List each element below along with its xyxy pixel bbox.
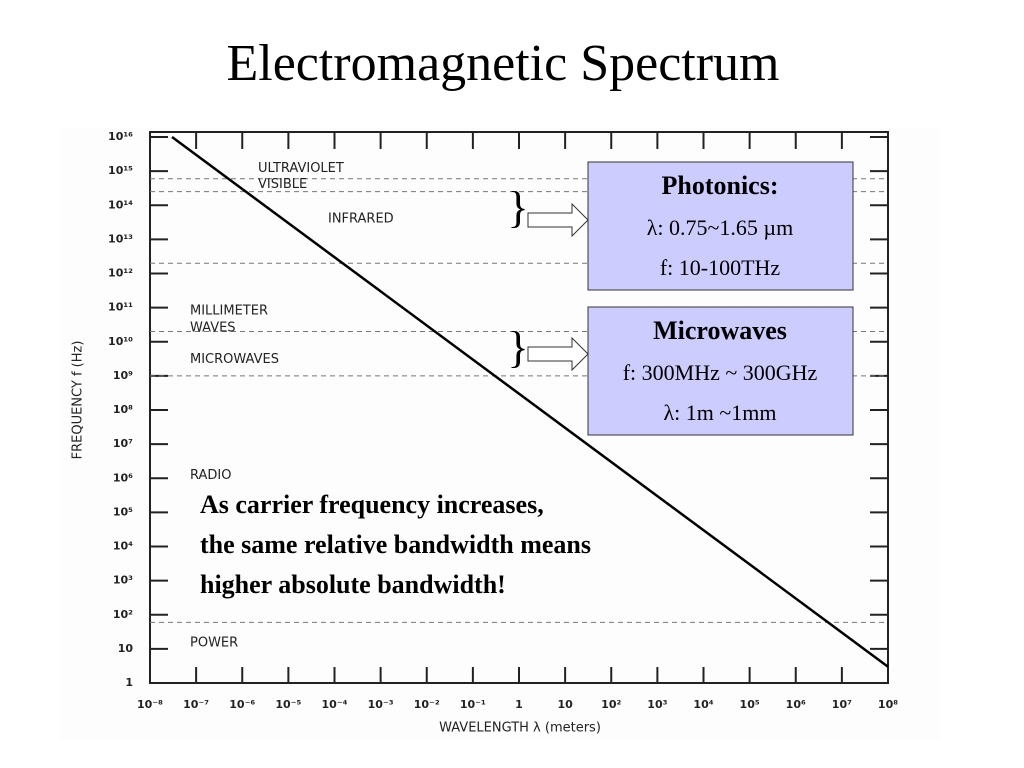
brace: } (507, 323, 528, 372)
x-tick-label: 10² (601, 698, 621, 711)
y-tick-label: 10³ (113, 574, 133, 587)
callout-line: λ: 0.75~1.65 µm (647, 215, 793, 240)
y-tick-label: 10⁷ (113, 437, 133, 450)
callout-line: f: 10-100THz (660, 255, 781, 280)
x-tick-label: 10⁸ (878, 698, 898, 711)
x-tick-label: 10⁶ (786, 698, 806, 711)
y-tick-label: 10⁴ (113, 540, 133, 553)
x-tick-label: 10⁻⁸ (137, 698, 163, 711)
spectrum-line (171, 135, 889, 668)
callout-box (587, 161, 854, 291)
x-tick-label: 1 (515, 698, 523, 711)
y-tick-label: 10⁶ (113, 471, 133, 484)
note-line: higher absolute bandwidth! (200, 570, 506, 599)
y-tick-label: 1 (125, 676, 133, 689)
x-tick-label: 10⁻² (414, 698, 440, 711)
y-tick-label: 10⁹ (113, 369, 133, 382)
y-tick-label: 10¹² (108, 267, 133, 280)
band-label: POWER (190, 635, 238, 650)
note-line: the same relative bandwidth means (200, 530, 591, 559)
x-tick-label: 10⁻⁴ (322, 698, 348, 711)
callout-heading: Microwaves (653, 316, 787, 345)
band-label: VISIBLE (258, 177, 307, 192)
x-tick-label: 10⁵ (740, 698, 760, 711)
callout-line: f: 300MHz ~ 300GHz (623, 360, 818, 385)
x-tick-label: 10⁻⁵ (275, 698, 301, 711)
y-tick-label: 10⁸ (113, 403, 133, 416)
arrow (527, 336, 589, 372)
y-tick-label: 10⁵ (113, 505, 133, 518)
y-tick-label: 10¹⁰ (108, 335, 133, 348)
y-tick-label: 10¹¹ (108, 301, 133, 314)
brace: } (507, 183, 528, 232)
band-label: RADIO (190, 468, 231, 483)
x-tick-label: 10⁻¹ (460, 698, 486, 711)
x-axis-label: WAVELENGTH λ (meters) (439, 721, 601, 736)
band-label: MILLIMETER (190, 303, 268, 318)
y-tick-label: 10 (118, 642, 134, 655)
x-tick-label: 10 (557, 698, 573, 711)
band-label: ULTRAVIOLET (258, 161, 344, 176)
band-label: INFRARED (328, 211, 394, 226)
callout-box (587, 306, 854, 436)
slide-title: Electromagnetic Spectrum (226, 35, 779, 92)
callout-line: λ: 1m ~1mm (663, 400, 776, 425)
y-tick-label: 10¹⁶ (108, 130, 133, 143)
y-axis-label: FREQUENCY f (Hz) (71, 341, 86, 460)
x-tick-label: 10⁻⁶ (229, 698, 255, 711)
x-tick-label: 10³ (647, 698, 667, 711)
y-tick-label: 10¹³ (108, 232, 133, 245)
callout-heading: Photonics: (662, 171, 779, 200)
x-tick-label: 10⁻³ (368, 698, 394, 711)
callouts: Photonics: λ: 0.75~1.65 µm f: 10-100THz Mic… (200, 171, 818, 599)
band-label: MICROWAVES (190, 352, 279, 367)
band-label: WAVES (190, 321, 236, 336)
plot: 1 10 10² 10³ 10⁴ 10⁵ 10⁶ 10⁷ 10⁸ 10⁹ 10¹⁰ 10¹¹ 10¹² 1… (108, 130, 898, 711)
y-tick-label: 10² (113, 608, 133, 621)
x-tick-label: 10⁻⁷ (183, 698, 209, 711)
y-tick-label: 10¹⁵ (108, 164, 133, 177)
arrow (527, 202, 589, 238)
x-tick-label: 10⁷ (832, 698, 852, 711)
y-tick-label: 10¹⁴ (108, 198, 133, 211)
note-line: As carrier frequency increases, (200, 490, 544, 519)
x-tick-label: 10⁴ (693, 698, 713, 711)
